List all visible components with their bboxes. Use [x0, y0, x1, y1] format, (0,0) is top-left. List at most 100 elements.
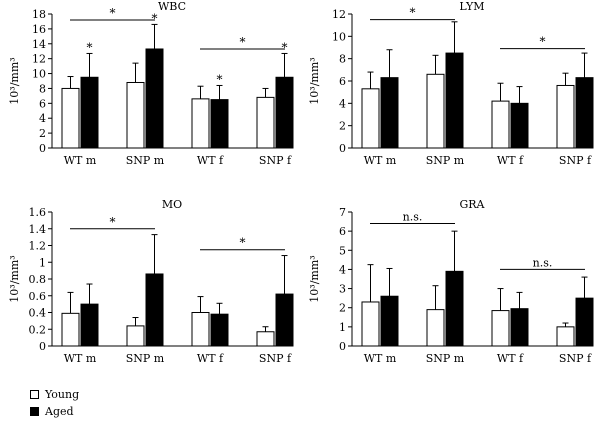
x-tick-label: SNP m — [126, 154, 165, 167]
chart-panel-gra: 0 1 2 3 4 5 6 7 10³/mm³ GRA WT m SNP m WT f SNP f n.s.… — [308, 198, 594, 365]
bar-aged — [510, 308, 529, 347]
legend: Young Aged — [30, 386, 79, 420]
bar-aged — [380, 295, 399, 347]
y-tick-label: 14 — [32, 38, 46, 51]
bracket-label: n.s. — [403, 210, 423, 223]
bar-young — [256, 331, 275, 347]
y-tick-label: 8 — [339, 53, 346, 66]
bar-aged — [210, 99, 229, 149]
y-tick-label: 6 — [339, 75, 346, 88]
bar-young — [191, 98, 210, 149]
y-axis-label: 10³/mm³ — [308, 57, 321, 104]
y-tick-label: 0.4 — [29, 307, 47, 320]
x-tick-label: SNP f — [559, 154, 592, 167]
bracket-label: * — [110, 6, 116, 20]
bar-young — [426, 73, 445, 149]
chart-title: LYM — [459, 0, 484, 13]
y-tick-label: 1.4 — [29, 223, 47, 236]
y-tick-label: 4 — [339, 263, 346, 276]
x-tick-label: SNP m — [426, 154, 465, 167]
y-tick-label: 4 — [39, 112, 46, 125]
y-tick-label: 4 — [339, 97, 346, 110]
y-tick-label: 0 — [339, 142, 346, 155]
bracket-label: * — [540, 35, 546, 49]
y-tick-label: 10 — [332, 30, 346, 43]
chart-panel-lym: 0 2 4 6 8 10 12 10³/mm³ LYM WT m SNP m WT f SNP f * * — [308, 0, 594, 167]
bar-aged — [275, 76, 294, 149]
bar-aged — [380, 77, 399, 149]
x-tick-label: SNP f — [259, 154, 292, 167]
y-tick-label: 5 — [339, 244, 346, 257]
y-tick-label: 8 — [39, 82, 46, 95]
y-tick-label: 0 — [39, 340, 46, 353]
y-tick-label: 0.6 — [29, 290, 47, 303]
y-axis-label: 10³/mm³ — [8, 57, 21, 104]
y-tick-label: 0.8 — [29, 273, 47, 286]
bar-young — [256, 96, 275, 149]
bar-young — [126, 325, 145, 347]
legend-label-young: Young — [45, 388, 80, 401]
significance-star: * — [217, 72, 223, 86]
x-tick-label: WT m — [364, 154, 397, 167]
bar-aged — [80, 76, 99, 149]
y-tick-label: 0 — [39, 142, 46, 155]
legend-label-aged: Aged — [45, 405, 74, 418]
bar-aged — [445, 270, 464, 347]
bar-aged — [575, 297, 594, 347]
x-tick-label: WT f — [197, 352, 224, 365]
bar-young — [61, 87, 80, 149]
y-tick-label: 10 — [32, 68, 46, 81]
chart-panel-mo: 0 0.2 0.4 0.6 0.8 1 1.2 1.4 1.6 10³/mm³ MO WT m SNP … — [8, 198, 294, 365]
y-tick-label: 0.2 — [29, 323, 47, 336]
legend-item-aged: Aged — [30, 403, 79, 420]
y-tick-label: 3 — [339, 283, 346, 296]
bar-aged — [80, 303, 99, 347]
y-tick-label: 12 — [332, 8, 346, 21]
bar-young — [361, 88, 380, 149]
x-tick-label: SNP f — [259, 352, 292, 365]
y-tick-label: 7 — [339, 206, 346, 219]
y-tick-label: 0 — [339, 340, 346, 353]
x-tick-label: SNP f — [559, 352, 592, 365]
legend-swatch-young — [30, 390, 39, 399]
legend-item-young: Young — [30, 386, 79, 403]
bar-young — [426, 309, 445, 347]
bracket-label: * — [110, 215, 116, 229]
bar-aged — [510, 102, 529, 149]
bar-aged — [575, 77, 594, 149]
x-tick-label: WT m — [64, 352, 97, 365]
x-tick-label: SNP m — [126, 352, 165, 365]
y-tick-label: 2 — [339, 120, 346, 133]
bar-young — [61, 312, 80, 347]
y-tick-label: 1 — [39, 256, 46, 269]
significance-star: * — [282, 40, 288, 54]
bracket-label: n.s. — [533, 256, 553, 269]
y-tick-label: 1.6 — [29, 206, 47, 219]
y-tick-label: 2 — [339, 302, 346, 315]
bar-young — [491, 100, 510, 149]
bar-young — [491, 310, 510, 347]
bar-young — [556, 326, 575, 347]
bracket-label: * — [240, 35, 246, 49]
bar-aged — [145, 48, 164, 149]
bar-young — [126, 81, 145, 149]
legend-swatch-aged — [30, 407, 39, 416]
significance-star: * — [152, 11, 158, 25]
chart-title: WBC — [158, 0, 186, 13]
bracket-label: * — [410, 6, 416, 20]
x-tick-label: WT m — [364, 352, 397, 365]
bar-aged — [145, 273, 164, 347]
y-tick-label: 1.2 — [29, 240, 47, 253]
bracket-label: * — [240, 236, 246, 250]
y-tick-label: 18 — [32, 8, 46, 21]
x-tick-label: WT f — [197, 154, 224, 167]
x-tick-label: SNP m — [426, 352, 465, 365]
y-tick-label: 16 — [32, 23, 46, 36]
bar-aged — [210, 313, 229, 347]
y-tick-label: 12 — [32, 53, 46, 66]
bar-young — [556, 84, 575, 149]
bar-aged — [445, 52, 464, 149]
x-tick-label: WT m — [64, 154, 97, 167]
